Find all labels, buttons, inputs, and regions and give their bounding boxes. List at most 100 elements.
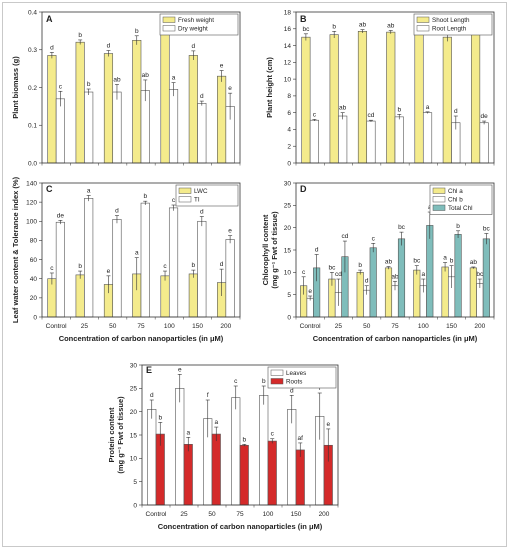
y-tick-label: 0: [287, 314, 291, 321]
y-tick-label: 25: [130, 386, 138, 393]
bar: [188, 55, 198, 164]
y-tick-label: 10: [130, 456, 138, 463]
significance-letter: ab: [391, 273, 399, 280]
bar: [84, 91, 94, 164]
bar: [391, 285, 399, 318]
bar: [168, 207, 179, 318]
legend-label: Leaves: [286, 370, 306, 377]
legend-box: [175, 184, 239, 207]
significance-letter: de: [57, 212, 65, 219]
bar: [394, 116, 404, 164]
y-axis-title-units: (mg g⁻¹ Fwt of tissue): [270, 211, 279, 289]
y-axis-title: Plant height (cm): [265, 57, 274, 118]
significance-letter: bc: [328, 264, 336, 271]
significance-letter: ab: [385, 259, 393, 266]
significance-letter: c: [163, 263, 167, 270]
bar: [267, 440, 277, 506]
y-tick-label: 80: [30, 238, 38, 245]
panel-label: D: [300, 184, 307, 194]
x-tick-label: 200: [220, 323, 231, 330]
legend-label: LWC: [194, 188, 208, 195]
bar: [231, 397, 241, 506]
bar: [160, 275, 170, 318]
y-tick-label: 10: [284, 270, 292, 277]
significance-letter: cd: [335, 271, 342, 278]
y-tick-label: 40: [30, 276, 38, 283]
significance-letter: ab: [470, 259, 478, 266]
significance-letter: d: [220, 261, 224, 268]
significance-letter: bc: [413, 258, 421, 265]
bar: [301, 36, 311, 164]
x-tick-label: 200: [474, 323, 485, 330]
y-tick-label: 5: [287, 292, 291, 299]
x-tick-label: 100: [418, 323, 429, 330]
significance-letter: bc: [302, 26, 310, 33]
y-tick-label: 20: [130, 409, 138, 416]
legend-label: Roots: [286, 379, 302, 386]
bar: [217, 75, 227, 164]
significance-letter: c: [302, 269, 306, 276]
significance-letter: e: [308, 288, 312, 295]
legend-box: [413, 13, 493, 36]
legend: Shoot Length Root Length: [413, 13, 493, 36]
legend-swatch: [162, 16, 176, 23]
y-tick-label: 15: [130, 432, 138, 439]
bar: [197, 220, 207, 318]
panel-label: C: [46, 184, 53, 194]
x-tick-label: 150: [446, 323, 457, 330]
significance-letter: d: [290, 387, 294, 394]
significance-letter: a: [172, 75, 176, 82]
x-tick-label: 50: [208, 511, 216, 518]
legend-box: [159, 13, 239, 36]
x-tick-label: 50: [363, 323, 371, 330]
significance-letter: b: [78, 32, 82, 39]
y-tick-label: 60: [30, 257, 38, 264]
bar: [329, 34, 339, 164]
bar: [140, 90, 150, 164]
bar: [75, 41, 85, 164]
legend-label: TI: [194, 197, 200, 204]
bar: [112, 219, 122, 318]
y-axis-title: Chlorophyll content: [261, 214, 270, 285]
significance-letter: e: [220, 63, 224, 70]
x-tick-label: Control: [46, 323, 68, 330]
chart-panel-e: d e f c b d f b a a b c af e 0 5 10 15 20 25 30 Control 25 50 75…: [107, 362, 339, 531]
x-tick-label: Control: [300, 323, 322, 330]
bar: [441, 266, 449, 318]
significance-letter: b: [397, 106, 401, 113]
x-tick-label: 75: [236, 511, 244, 518]
panel-label: B: [300, 14, 307, 24]
bar: [422, 112, 433, 164]
significance-letter: a: [426, 104, 430, 111]
bar: [287, 409, 297, 506]
significance-letter: c: [313, 111, 317, 118]
legend-swatch: [432, 204, 446, 211]
y-tick-label: 16: [284, 26, 292, 33]
legend: LWC TI: [175, 184, 239, 207]
x-tick-label: 25: [335, 323, 343, 330]
bar: [75, 274, 85, 318]
significance-letter: b: [143, 193, 147, 200]
chart-panel-d: cbcbabbcaabecddababbcdcdcbcabbc051015202…: [261, 180, 495, 343]
bar: [369, 247, 377, 318]
bar: [356, 272, 364, 318]
significance-letter: d: [454, 108, 458, 115]
bar: [160, 32, 170, 164]
significance-letter: b: [450, 258, 454, 265]
y-tick-label: 30: [284, 180, 292, 187]
significance-letter: c: [271, 431, 275, 438]
significance-letter: e: [107, 268, 111, 275]
x-tick-label: 75: [391, 323, 399, 330]
legend-swatch: [178, 196, 192, 203]
y-tick-label: 20: [284, 225, 292, 232]
significance-letter: ab: [387, 22, 395, 29]
bar: [338, 115, 348, 164]
bar: [366, 120, 376, 164]
bar: [225, 239, 235, 318]
y-tick-label: 6: [287, 110, 291, 117]
bar: [132, 40, 142, 164]
significance-letter: d: [315, 246, 319, 253]
